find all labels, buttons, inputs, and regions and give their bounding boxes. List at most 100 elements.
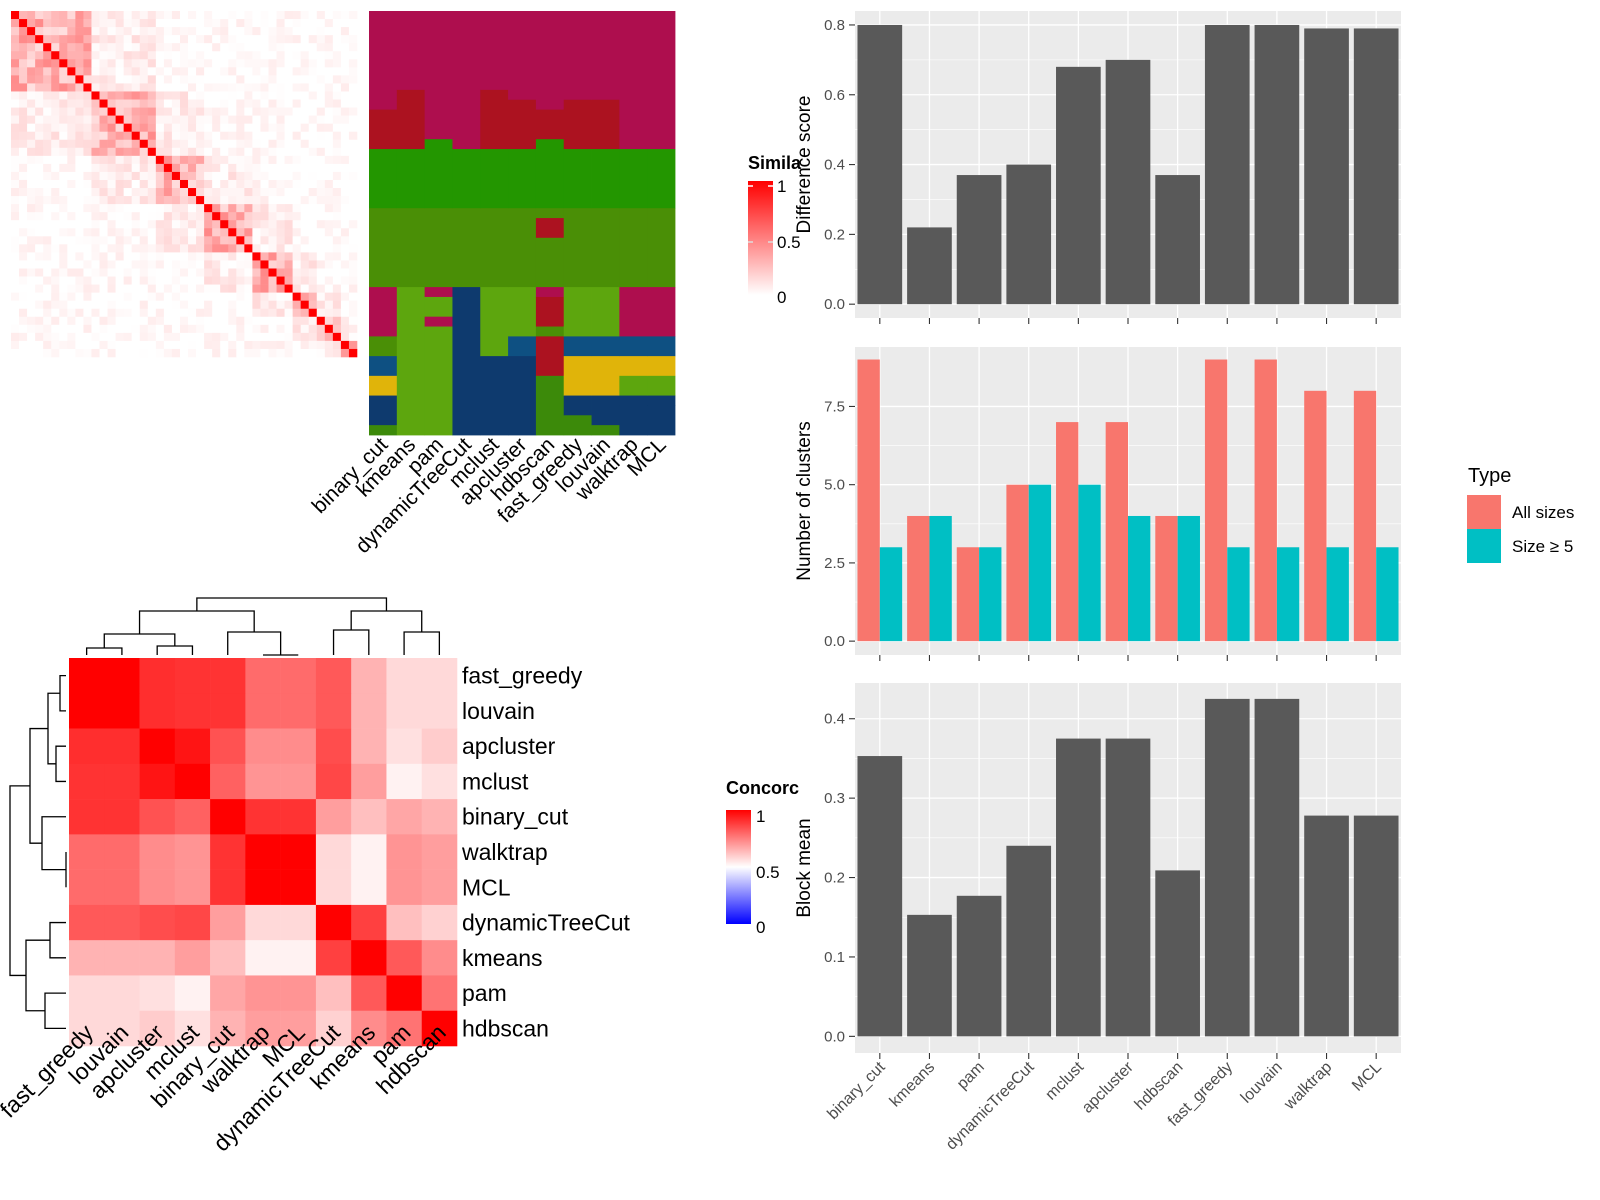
similarity-cell (300, 171, 310, 181)
assignment-cell (563, 287, 592, 337)
similarity-cell (107, 43, 116, 52)
bar (857, 359, 880, 642)
similarity-cell (340, 220, 350, 229)
similarity-cell (123, 252, 132, 261)
assignment-cell (396, 11, 426, 91)
similarity-cell (147, 179, 157, 189)
similarity-cell (212, 348, 221, 358)
similarity-cell (340, 83, 350, 92)
similarity-cell (75, 188, 84, 197)
similarity-cell (91, 11, 100, 20)
similarity-cell (123, 292, 132, 301)
similarity-cell (51, 228, 60, 237)
similarity-cell (59, 204, 68, 213)
similarity-cell (284, 188, 293, 197)
similarity-cell (155, 75, 165, 84)
similarity-cell (260, 131, 269, 141)
bar (1155, 515, 1178, 642)
similarity-cell (220, 292, 229, 301)
similarity-cell (308, 131, 318, 141)
similarity-cell (340, 131, 350, 141)
similarity-cell (316, 83, 326, 92)
similarity-cell (163, 204, 173, 213)
similarity-cell (332, 147, 342, 157)
similarity-cell (188, 43, 197, 52)
similarity-heatmap (11, 11, 358, 358)
similarity-cell (308, 11, 318, 20)
bar (1376, 547, 1399, 642)
similarity-cell (163, 220, 173, 229)
similarity-cell (43, 228, 52, 237)
assignment-cell (480, 208, 509, 288)
similarity-cell (292, 91, 301, 100)
concordance-cell (351, 1010, 387, 1047)
similarity-cell (107, 179, 116, 189)
concordance-cell (421, 904, 458, 941)
similarity-cell (35, 75, 44, 84)
similarity-cell (300, 11, 310, 20)
similarity-cell (51, 324, 60, 334)
similarity-cell (196, 91, 205, 100)
similarity-cell (139, 107, 149, 116)
similarity-cell (147, 11, 157, 20)
similarity-cell (228, 91, 237, 100)
concordance-cell (245, 975, 281, 1012)
similarity-cell (147, 107, 157, 116)
similarity-cell (220, 131, 229, 141)
similarity-cell (300, 91, 310, 100)
similarity-cell (340, 51, 350, 60)
concordance-cell (386, 693, 423, 729)
similarity-cell (204, 99, 213, 108)
similarity-cell (212, 252, 221, 261)
similarity-cell (123, 27, 132, 36)
similarity-cell (91, 228, 100, 237)
similarity-cell (244, 260, 253, 269)
similarity-cell (115, 212, 124, 221)
similarity-cell (27, 179, 36, 189)
similarity-cell (260, 188, 269, 197)
similarity-cell (11, 107, 20, 116)
similarity-cell (268, 252, 277, 261)
similarity-cell (268, 332, 277, 342)
concordance-cell (104, 834, 140, 870)
similarity-cell (123, 179, 132, 189)
similarity-cell (91, 99, 100, 108)
similarity-cell (83, 292, 92, 301)
similarity-cell (179, 131, 189, 141)
similarity-cell (324, 324, 334, 334)
concordance-cell (104, 940, 140, 976)
similarity-cell (99, 308, 108, 318)
similarity-cell (228, 228, 237, 237)
similarity-cell (67, 107, 76, 116)
similarity-cell (220, 332, 229, 342)
similarity-cell (332, 196, 342, 205)
similarity-cell (196, 252, 205, 261)
concordance-cell (174, 1010, 211, 1047)
similarity-cell (139, 220, 149, 229)
similarity-cell (228, 188, 237, 197)
similarity-cell (67, 59, 76, 68)
concordance-cell (174, 869, 211, 906)
similarity-cell (236, 67, 245, 76)
similarity-cell (155, 59, 165, 68)
similarity-cell (244, 252, 253, 261)
similarity-cell (147, 236, 157, 245)
similarity-cell (139, 196, 149, 205)
similarity-cell (83, 107, 92, 116)
similarity-cell (212, 51, 221, 60)
similarity-cell (260, 67, 269, 76)
similarity-cell (163, 131, 173, 141)
concordance-cell (210, 904, 246, 941)
similarity-cell (236, 179, 245, 189)
similarity-cell (188, 324, 197, 334)
similarity-cell (123, 35, 132, 44)
similarity-cell (228, 171, 237, 181)
similarity-cell (212, 163, 221, 173)
similarity-cell (324, 179, 334, 189)
similarity-cell (43, 99, 52, 108)
similarity-cell (332, 75, 342, 84)
bar (1056, 738, 1101, 1037)
similarity-cell (196, 260, 205, 269)
similarity-cell (340, 332, 350, 342)
similarity-cell (155, 107, 165, 116)
